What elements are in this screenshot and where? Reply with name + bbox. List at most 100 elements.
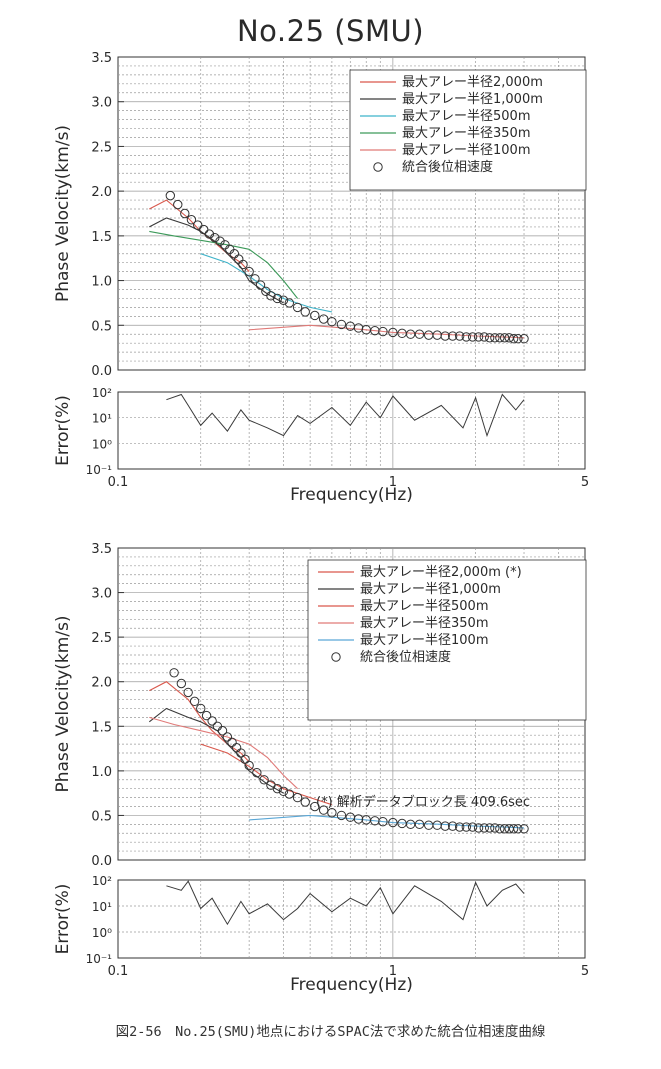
y-tick-label: 0.5	[91, 319, 112, 334]
integrated-velocity-point	[215, 236, 225, 246]
integrated-velocity-point	[292, 792, 303, 803]
integrated-velocity-point	[414, 819, 425, 830]
integrated-velocity-point	[318, 805, 329, 815]
series-line-5	[249, 324, 525, 339]
integrated-velocity-point	[196, 703, 206, 714]
integrated-velocity-point	[189, 696, 200, 707]
legend-entry: 統合後位相速度	[402, 159, 493, 175]
integrated-velocity-point	[499, 333, 510, 343]
integrated-velocity-point	[440, 821, 450, 831]
y-tick-label: 2.0	[91, 185, 112, 200]
legend-entry: 最大アレー半径500m	[402, 109, 530, 124]
integrated-velocity-point	[193, 220, 203, 230]
y-axis-label: Phase Velocity(km/s)	[53, 615, 73, 792]
x-tick-label: 1	[389, 475, 397, 490]
series-line-3	[200, 743, 333, 806]
integrated-velocity-point	[447, 821, 458, 831]
error-panel-1: 10⁻¹ 10⁰ 10¹ 10² Error(%) 0.1 1 5 Frequency(Hz)	[53, 386, 589, 505]
integrated-velocity-point	[210, 232, 220, 243]
y-tick-label: 1.5	[91, 230, 112, 245]
plot-frame	[117, 879, 586, 959]
phase-velocity-panel-2: 0.0 0.5 1.0 1.5 2.0 2.5 3.0 3.5 Phase Velocity(k…	[53, 542, 587, 869]
x-tick-label: 5	[581, 964, 589, 979]
error-line	[166, 393, 525, 438]
integrated-velocity-point	[176, 678, 187, 689]
integrated-velocity-point	[490, 333, 500, 343]
y-tick-label: 2.0	[91, 676, 112, 691]
integrated-velocity-point	[292, 302, 303, 313]
integrated-velocity-point	[244, 760, 254, 771]
y-tick-label: 10¹	[92, 412, 112, 426]
integrated-velocity-point	[300, 797, 310, 807]
x-tick-label: 0.1	[108, 964, 129, 979]
integrated-velocity-point	[300, 307, 310, 317]
integrated-velocity-point	[217, 726, 228, 736]
series-line-4	[149, 716, 298, 790]
y-tick-label: 3.5	[91, 51, 112, 66]
integrated-velocity-point	[479, 332, 489, 342]
legend-marker	[373, 162, 383, 172]
integrated-velocity-point	[490, 823, 500, 833]
legend-entry: 最大アレー半径100m	[402, 143, 530, 158]
legend-entry: 最大アレー半径1,000m	[360, 582, 501, 597]
y-tick-label: 1.0	[91, 275, 112, 290]
integrated-velocity-point	[238, 259, 248, 270]
integrated-velocity-point	[259, 775, 269, 785]
integrated-velocity-point	[484, 333, 495, 343]
integrated-velocity-point	[336, 810, 347, 821]
integrated-velocity-point	[447, 331, 458, 341]
integrated-velocity-point	[198, 224, 209, 235]
legend-entry: 最大アレー半径500m	[360, 599, 488, 614]
series-line-5	[249, 814, 525, 829]
phase-velocity-panel-1: 0.0 0.5 1.0 1.5 2.0 2.5 3.0 3.5 Phase Velocity(k…	[53, 51, 587, 379]
integrated-velocity-point	[405, 819, 416, 830]
error-panel-2: 10⁻¹ 10⁰ 10¹ 10² Error(%) 0.1 1 5 Frequency(Hz)	[53, 874, 589, 995]
y-tick-label: 0.0	[91, 364, 112, 379]
y-tick-label: 10⁻¹	[86, 463, 113, 477]
integrated-velocity-point	[183, 687, 193, 698]
legend-entry: 最大アレー半径1,000m	[402, 92, 543, 107]
y-axis-label: Error(%)	[53, 884, 73, 955]
integrated-velocity-point	[222, 732, 233, 742]
integrated-velocity-point	[180, 208, 190, 219]
legend-entry: 最大アレー半径2,000m (*)	[360, 565, 522, 580]
integrated-velocity-point	[508, 824, 519, 834]
integrated-velocity-point	[508, 334, 519, 344]
figure-caption: 図2-56 No.25(SMU)地点におけるSPAC法で求めた統合位相速度曲線	[115, 1024, 546, 1040]
y-tick-label: 3.5	[91, 542, 112, 557]
y-tick-label: 3.0	[91, 587, 112, 602]
y-tick-label: 2.5	[91, 140, 112, 155]
legend-entry: 最大アレー半径100m	[360, 633, 488, 648]
integrated-velocity-point	[378, 326, 388, 337]
y-tick-label: 2.5	[91, 631, 112, 646]
y-tick-label: 1.0	[91, 765, 112, 780]
integrated-velocity-point	[513, 824, 523, 834]
integrated-velocity-point	[388, 327, 398, 338]
integrated-velocity-point	[461, 822, 472, 832]
integrated-velocity-point	[272, 293, 283, 304]
integrated-velocity-point	[473, 332, 484, 342]
integrated-velocity-point	[250, 274, 260, 284]
integrated-velocity-point	[454, 822, 465, 832]
integrated-velocity-point	[484, 823, 495, 833]
integrated-velocity-point	[272, 783, 283, 794]
integrated-velocity-point	[278, 786, 289, 797]
integrated-velocity-point	[440, 331, 450, 341]
block-length-annotation: (*) 解析データブロック長 409.6sec	[316, 794, 530, 810]
x-tick-label: 5	[581, 475, 589, 490]
integrated-velocity-point	[519, 334, 529, 344]
integrated-velocity-point	[467, 332, 478, 342]
integrated-velocity-point	[473, 823, 484, 833]
y-tick-label: 10⁰	[92, 926, 112, 940]
legend-entry: 最大アレー半径350m	[402, 126, 530, 141]
y-tick-label: 10⁰	[92, 437, 112, 451]
legend-entry: 最大アレー半径2,000m	[402, 75, 543, 90]
y-tick-label: 10⁻¹	[86, 952, 113, 966]
y-tick-label: 10¹	[92, 900, 112, 914]
integrated-velocity-point	[414, 329, 425, 339]
integrated-velocity-point	[207, 716, 217, 726]
y-tick-label: 10²	[92, 386, 112, 400]
y-tick-label: 0.0	[91, 854, 112, 869]
integrated-velocity-point	[495, 824, 505, 834]
